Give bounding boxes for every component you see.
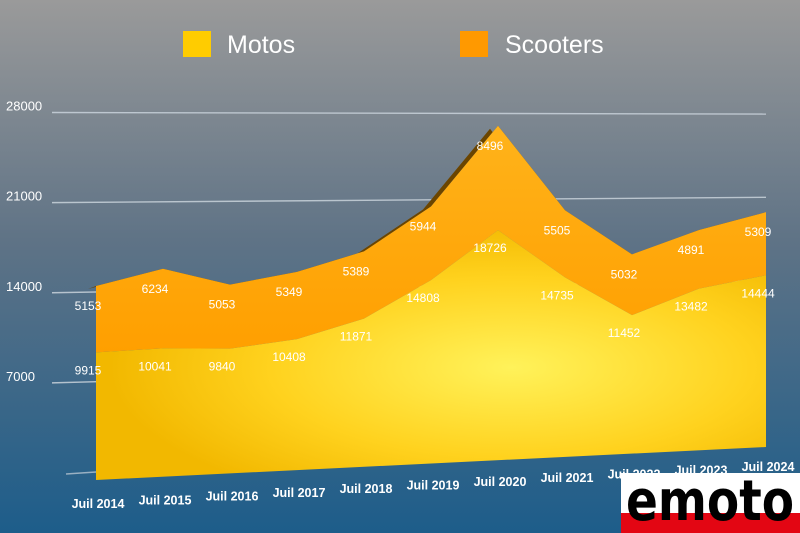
x-tick-label: Juil 2021 — [541, 471, 594, 485]
data-label-scooters: 5944 — [410, 220, 437, 234]
x-tick-label: Juil 2016 — [206, 490, 259, 504]
data-label-motos: 10041 — [138, 359, 172, 373]
x-tick-label: Juil 2014 — [72, 497, 125, 511]
motos-area — [96, 230, 766, 480]
gridline — [51, 111, 767, 115]
data-label-scooters: 5032 — [611, 267, 638, 281]
data-label-motos: 11871 — [340, 330, 373, 344]
baseline — [65, 471, 97, 475]
data-label-motos: 9915 — [75, 363, 102, 377]
data-label-motos: 14808 — [406, 291, 440, 305]
legend-label-scooters: Scooters — [505, 31, 604, 59]
data-label-scooters: 5153 — [75, 299, 102, 313]
data-label-motos: 11452 — [608, 326, 641, 340]
gridline — [51, 196, 767, 204]
data-label-motos: 10408 — [272, 350, 306, 364]
y-tick-label: 21000 — [6, 189, 42, 204]
scooters-area-edge — [88, 125, 766, 289]
y-axis: 28000 21000 14000 7000 — [6, 99, 42, 384]
y-tick-label: 28000 — [6, 99, 42, 114]
data-label-scooters: 5505 — [544, 223, 571, 237]
plot-areas — [88, 125, 766, 480]
data-label-scooters: 5309 — [745, 225, 772, 239]
data-label-scooters: 4891 — [678, 243, 705, 257]
x-tick-label: Juil 2024 — [742, 460, 795, 474]
legend-swatch-scooters — [460, 31, 488, 57]
x-tick-label: Juil 2018 — [340, 482, 393, 496]
data-label-motos: 18726 — [473, 241, 507, 255]
data-label-scooters: 8496 — [477, 139, 504, 153]
logo-wordmark: emoto — [626, 469, 794, 533]
data-label-motos: 13482 — [674, 300, 708, 314]
legend-label-motos: Motos — [227, 31, 295, 59]
data-label-scooters: 6234 — [142, 282, 169, 296]
data-label-scooters: 5349 — [276, 285, 303, 299]
scooters-area — [96, 125, 766, 353]
legend: Motos Scooters — [183, 31, 604, 59]
y-tick-label: 7000 — [6, 369, 35, 384]
y-tick-label: 14000 — [6, 279, 42, 294]
x-tick-label: Juil 2020 — [474, 475, 527, 489]
x-tick-label: Juil 2015 — [139, 493, 192, 507]
data-label-motos: 14735 — [540, 288, 574, 302]
data-label-motos: 14444 — [741, 286, 775, 300]
x-tick-label: Juil 2017 — [273, 486, 326, 500]
data-label-motos: 9840 — [209, 360, 236, 374]
data-labels: 9915 5153 10041 6234 9840 5053 10408 5349 11871 5… — [75, 139, 775, 378]
data-label-scooters: 5053 — [209, 298, 236, 312]
logo-red-band — [621, 513, 800, 533]
x-tick-label: Juil 2019 — [407, 479, 460, 493]
data-label-scooters: 5389 — [343, 264, 370, 278]
legend-swatch-motos — [183, 31, 211, 57]
emoto-logo: emoto — [621, 469, 800, 533]
